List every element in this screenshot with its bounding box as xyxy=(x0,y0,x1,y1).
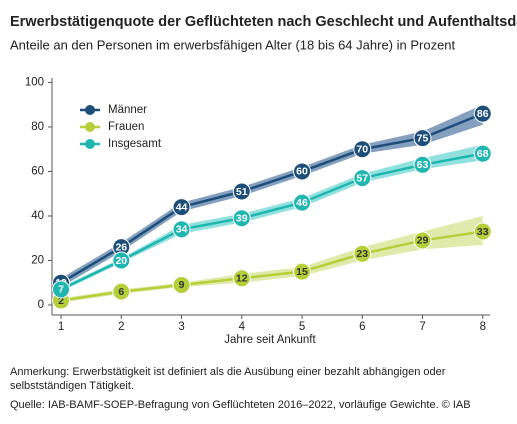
point xyxy=(473,104,492,123)
confidence-band xyxy=(61,104,483,288)
point xyxy=(112,251,131,270)
data-label: 9 xyxy=(179,279,185,291)
legend-label: Männer xyxy=(108,104,147,116)
data-label: 12 xyxy=(236,273,248,285)
series xyxy=(60,104,484,288)
y-tick-label: 0 xyxy=(38,299,44,311)
point xyxy=(413,155,432,174)
data-label: 15 xyxy=(296,266,308,278)
point xyxy=(473,222,492,241)
point xyxy=(293,262,312,281)
data-label: 63 xyxy=(417,159,429,171)
data-label: 75 xyxy=(417,132,429,144)
data-label: 46 xyxy=(296,197,308,209)
confidence-band xyxy=(61,144,483,292)
y-tick-label: 20 xyxy=(31,255,44,267)
y-tick-label: 100 xyxy=(25,76,44,88)
series xyxy=(60,215,483,303)
data-label: 7 xyxy=(58,284,64,296)
x-tick-label: 2 xyxy=(118,321,124,333)
x-tick-label: 1 xyxy=(58,321,64,333)
data-label: 20 xyxy=(115,255,127,267)
point xyxy=(353,140,372,159)
point xyxy=(353,244,372,263)
x-tick-label: 8 xyxy=(480,321,486,333)
legend-marker xyxy=(85,139,95,149)
point xyxy=(232,269,251,288)
data-label: 33 xyxy=(477,226,489,238)
x-tick-label: 7 xyxy=(419,321,425,333)
point xyxy=(112,282,131,301)
x-tick-label: 3 xyxy=(178,321,184,333)
x-axis-label: Jahre seit Ankunft xyxy=(224,334,316,346)
point xyxy=(232,209,251,228)
note: Anmerkung: Erwerbstätigkeit ist definier… xyxy=(10,366,446,392)
point xyxy=(413,231,432,250)
chart-title: Erwerbstätigenquote der Geflüchteten nac… xyxy=(10,14,517,30)
point xyxy=(353,169,372,188)
data-label: 51 xyxy=(236,186,248,198)
legend-marker xyxy=(85,105,95,115)
data-label: 34 xyxy=(176,224,188,236)
data-label: 2 xyxy=(58,295,64,307)
data-label: 39 xyxy=(236,212,248,224)
line xyxy=(60,230,483,302)
chart: Erwerbstätigenquote der Geflüchteten nac… xyxy=(10,14,517,346)
line xyxy=(60,112,484,284)
legend-marker xyxy=(85,122,95,132)
data-label: 70 xyxy=(356,143,368,155)
point xyxy=(473,144,492,163)
data-label: 23 xyxy=(356,248,368,260)
point xyxy=(293,162,312,181)
point xyxy=(172,220,191,239)
point xyxy=(172,198,191,217)
data-label: 44 xyxy=(176,201,188,213)
y-tick-label: 80 xyxy=(31,121,44,133)
point xyxy=(293,193,312,212)
x-tick-label: 5 xyxy=(299,321,305,333)
y-tick-label: 60 xyxy=(31,165,44,177)
data-label: 6 xyxy=(118,286,124,298)
data-label: 26 xyxy=(115,241,127,253)
chart-subtitle: Anteile an den Personen im erwerbsfähige… xyxy=(10,37,456,52)
legend-label: Insgesamt xyxy=(108,138,162,150)
x-tick-label: 4 xyxy=(239,321,246,333)
line xyxy=(60,152,483,291)
source: Quelle: IAB-BAMF-SOEP-Befragung von Gefl… xyxy=(10,399,471,411)
x-tick-label: 6 xyxy=(359,321,365,333)
point xyxy=(52,280,71,299)
y-tick-label: 40 xyxy=(31,210,44,222)
data-label: 86 xyxy=(477,108,489,120)
series xyxy=(60,144,483,292)
point xyxy=(413,129,432,148)
data-label: 29 xyxy=(417,235,429,247)
data-label: 68 xyxy=(477,148,489,160)
legend-label: Frauen xyxy=(108,121,144,133)
data-label: 57 xyxy=(356,172,368,184)
data-label: 60 xyxy=(296,166,308,178)
point xyxy=(232,182,251,201)
point xyxy=(172,275,191,294)
